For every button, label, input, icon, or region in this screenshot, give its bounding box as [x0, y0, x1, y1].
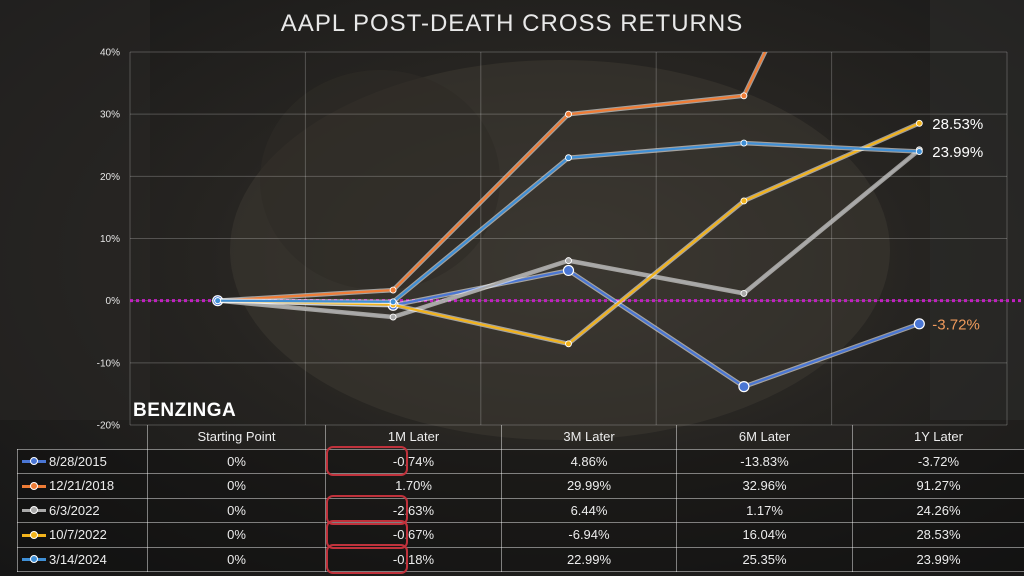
series-line-12-21-2018 [217, 52, 767, 302]
data-point-3-14-2024 [740, 139, 748, 147]
legend-key-marker [30, 555, 38, 564]
table-row: 10/7/2022 0% -0.67% -6.94% 16.04% 28.53% [17, 522, 1024, 548]
legend-key [22, 506, 46, 516]
row-header: 6/3/2022 [17, 497, 148, 523]
data-point-8-28-2015 [913, 318, 925, 330]
table-row: 8/28/2015 0% -0.74% 4.86% -13.83% -3.72% [17, 448, 1024, 474]
legend-key-marker [30, 481, 38, 490]
series-name: 12/21/2018 [49, 478, 115, 494]
data-point-10-7-2022 [915, 119, 923, 127]
legend-key [22, 481, 46, 492]
brand-logo: BENZINGA [133, 400, 237, 421]
y-tick-label: 0% [106, 296, 121, 307]
legend-key-marker [30, 457, 38, 466]
table-cell: 0% [147, 473, 326, 499]
series-group [212, 52, 925, 393]
column-header: 6M Later [676, 425, 853, 450]
data-point-10-7-2022 [740, 197, 748, 205]
series-line-8-28-2015 [217, 269, 920, 388]
y-tick-label: 20% [100, 172, 120, 183]
table-cell: 28.53% [852, 522, 1024, 548]
column-header: 3M Later [501, 425, 677, 450]
table-cell: 4.86% [501, 448, 677, 474]
data-point-6-3-2022 [740, 289, 748, 297]
data-point-3-14-2024 [565, 154, 572, 162]
table-cell: -0.18% [325, 546, 502, 572]
table-cell: 25.35% [676, 546, 853, 572]
data-point-12-21-2018 [565, 110, 572, 118]
series-name: 8/28/2015 [49, 453, 107, 469]
table-cell: 24.26% [852, 497, 1024, 523]
table-corner [18, 425, 148, 449]
data-point-8-28-2015 [738, 381, 750, 393]
y-tick-label: 10% [100, 234, 120, 245]
table-cell: -0.74% [325, 448, 502, 474]
table-cell: 0% [147, 448, 326, 474]
series-line-outline-3-14-2024 [217, 140, 920, 305]
table-cell: 0% [147, 497, 326, 523]
data-point-6-3-2022 [565, 257, 572, 265]
highlight-box [325, 519, 409, 549]
end-value-label: -3.72% [932, 316, 980, 333]
column-header: Starting Point [147, 425, 326, 450]
y-tick-label: 40% [100, 48, 120, 59]
row-header: 3/14/2024 [17, 546, 148, 572]
legend-key [22, 530, 46, 541]
series-line-outline-12-21-2018 [217, 52, 768, 303]
y-tick-label: -10% [97, 358, 120, 369]
series-name: 3/14/2024 [49, 551, 107, 567]
highlight-box [325, 495, 409, 525]
table-cell: 0% [147, 522, 326, 548]
table-row: 3/14/2024 0% -0.18% 22.99% 25.35% 23.99% [17, 546, 1024, 572]
data-point-12-21-2018 [389, 286, 397, 294]
table-cell: 6.44% [501, 497, 677, 523]
table-row: 12/21/2018 0% 1.70% 29.99% 32.96% 91.27% [17, 473, 1024, 499]
chart-title: AAPL POST-DEATH CROSS RETURNS [281, 10, 743, 37]
table-header-row: Starting Point 1M Later 3M Later 6M Later 1Y… [18, 425, 1024, 450]
data-point-6-3-2022 [389, 313, 397, 321]
legend-key [22, 555, 46, 565]
table-cell: -3.72% [852, 448, 1024, 474]
legend-key-marker [30, 506, 38, 515]
series-name: 10/7/2022 [49, 527, 107, 543]
legend-key [22, 457, 46, 467]
data-point-3-14-2024 [214, 297, 222, 305]
table-cell: 22.99% [501, 546, 677, 572]
row-header: 10/7/2022 [17, 522, 148, 548]
y-tick-label: -20% [97, 421, 120, 432]
series-line-outline-8-28-2015 [217, 268, 921, 389]
data-table: Starting Point 1M Later 3M Later 6M Later 1Y… [17, 425, 1024, 572]
series-line-3-14-2024 [217, 141, 920, 303]
table-cell: 29.99% [501, 473, 677, 499]
table-cell: 23.99% [852, 546, 1024, 572]
highlight-box [325, 446, 409, 476]
table-cell: 32.96% [676, 473, 853, 499]
data-point-3-14-2024 [389, 298, 397, 306]
data-point-8-28-2015 [562, 264, 575, 277]
table-cell: 1.17% [676, 497, 853, 523]
row-header: 8/28/2015 [17, 448, 148, 474]
row-header: 12/21/2018 [17, 473, 148, 499]
data-point-12-21-2018 [740, 92, 748, 100]
highlight-box [325, 544, 409, 574]
table-cell: 91.27% [852, 473, 1024, 499]
data-point-10-7-2022 [565, 340, 572, 348]
y-tick-label: 30% [100, 110, 120, 121]
series-line-outline-6-3-2022 [217, 148, 921, 320]
series-name: 6/3/2022 [49, 502, 100, 518]
table-row: 6/3/2022 0% -2.63% 6.44% 1.17% 24.26% [17, 497, 1024, 523]
end-value-label: 23.99% [932, 144, 983, 161]
data-point-3-14-2024 [915, 148, 923, 155]
table-cell: -13.83% [676, 448, 853, 474]
table-cell: 0% [147, 546, 326, 572]
column-header: 1M Later [325, 425, 502, 450]
table-cell: 16.04% [676, 522, 853, 548]
table-cell: -6.94% [501, 522, 677, 548]
end-value-label: 28.53% [932, 116, 983, 133]
legend-key-marker [30, 530, 38, 539]
column-header: 1Y Later [852, 425, 1024, 450]
